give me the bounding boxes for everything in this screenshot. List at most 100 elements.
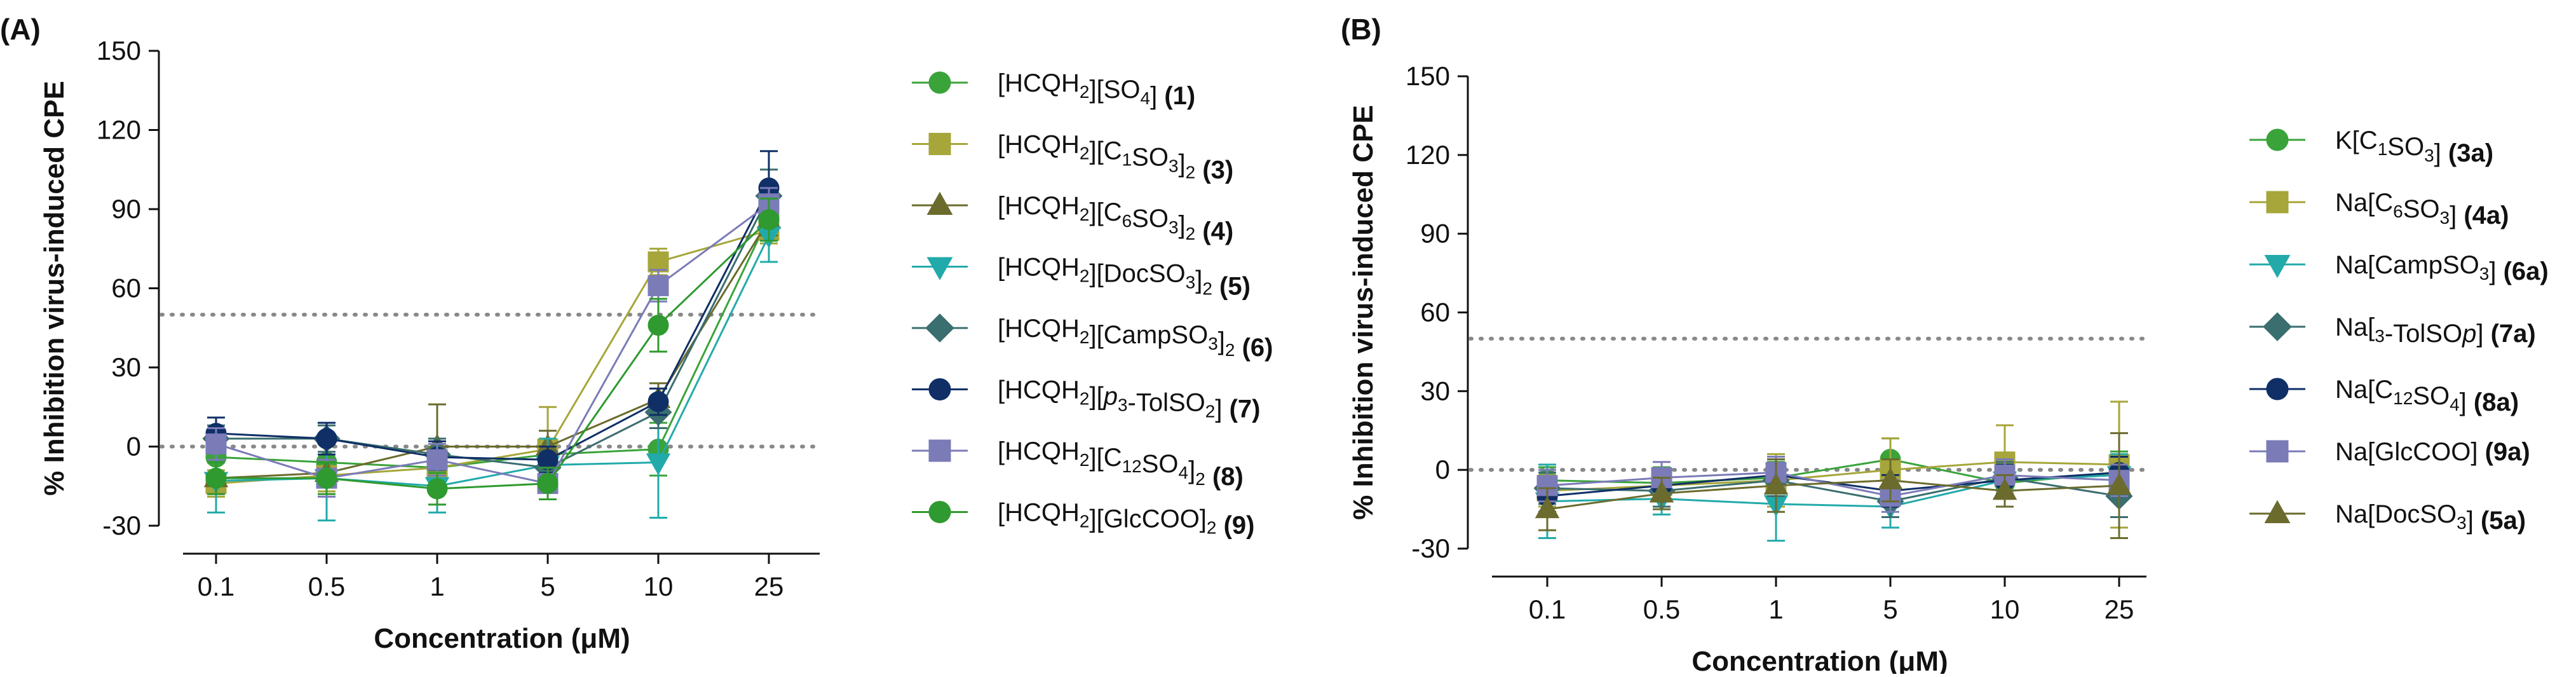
y-tick-label: -30 [102, 510, 141, 540]
legend-label-part: ][GlcCOO] [1089, 505, 1206, 533]
legend-marker [2266, 191, 2289, 214]
data-point [537, 473, 559, 495]
legend-label-part: 3 [1118, 395, 1128, 415]
legend-item-s1: [HCQH2][SO4] (1) [912, 69, 1195, 110]
legend-label-part: 3 [2424, 146, 2434, 165]
legend-label-part: SO [1132, 205, 1169, 233]
series-line [215, 188, 770, 461]
legend-label-part: (1) [1164, 82, 1195, 110]
legend-label: Na[C6SO3] (4a) [2335, 189, 2509, 229]
y-tick-label: 30 [1420, 376, 1450, 406]
legend-label-part: ] [2476, 320, 2490, 348]
y-tick-label: -30 [1411, 533, 1450, 563]
legend-label-part: SO [2387, 133, 2424, 161]
legend-label-part: 1 [2378, 139, 2388, 159]
y-tick-label: 0 [126, 432, 141, 462]
series-s9 [205, 197, 780, 506]
legend-label-part: 12 [1122, 456, 1142, 476]
legend-item-b4a: Na[C6SO3] (4a) [2249, 189, 2509, 229]
legend-label-part: 4 [1141, 88, 1151, 108]
legend-label-part: (5) [1212, 273, 1251, 301]
legend-label-part: 2 [1080, 205, 1090, 224]
legend-label-part: ][C [1089, 198, 1122, 226]
x-tick-label: 25 [754, 571, 784, 601]
series-b6a [1535, 453, 2132, 542]
data-point [205, 467, 227, 489]
legend-marker [2264, 500, 2291, 523]
x-tick-label: 0.5 [1643, 594, 1680, 624]
x-tick-label: 10 [644, 571, 674, 601]
x-tick-label: 1 [430, 571, 444, 601]
legend-label-part: 2 [1202, 279, 1212, 299]
legend: [HCQH2][SO4] (1)[HCQH2][C1SO3]2 (3)[HCQH… [912, 69, 1273, 540]
legend-label-part: ] [1150, 82, 1164, 110]
x-tick-label: 5 [1883, 594, 1897, 624]
data-point [1649, 481, 1674, 503]
data-point [1992, 477, 2017, 500]
legend-item-s4: [HCQH2][C6SO3]2 (4) [912, 191, 1233, 245]
legend-label-part: Na[GlcCOO] [2335, 438, 2485, 466]
legend-label-part: 2 [1080, 450, 1090, 470]
series-s4 [203, 203, 782, 495]
legend-label-part: Na[C [2335, 376, 2393, 404]
chart-panel-a: (A) -30 0 30 60 90 120 150 0.1 0.5 1 5 10 25 Concentra… [0, 13, 1273, 654]
legend-label-part: 3 [1208, 334, 1218, 353]
data-point [647, 391, 669, 413]
legend-label-part: 2 [1080, 144, 1090, 163]
legend-label-part: (3) [1195, 156, 1233, 184]
legend-marker [928, 439, 951, 462]
legend-marker [928, 71, 951, 94]
legend-label-part: 2 [1080, 389, 1090, 409]
legend-label-part: ] [2434, 139, 2448, 167]
legend-label-part: [HCQH [998, 254, 1080, 282]
legend-marker [2266, 378, 2289, 400]
legend-label-part: ] [1195, 266, 1202, 294]
x-tick-label: 0.1 [198, 571, 234, 601]
legend-label-part: SO [2413, 382, 2450, 410]
series-line [1547, 479, 2120, 510]
legend-label-part: [HCQH [998, 69, 1080, 97]
legend-item-s5: [HCQH2][DocSO3]2 (5) [912, 254, 1251, 301]
legend-label-part: SO [2403, 195, 2440, 223]
y-tick-label: 30 [111, 352, 141, 382]
legend-label-part: (8a) [2474, 388, 2519, 416]
data-point [1763, 472, 1789, 495]
legend-item-b8a: Na[C12SO4] (8a) [2249, 376, 2519, 416]
legend-label-part: 3 [1169, 217, 1179, 237]
y-tick-label: 90 [1420, 219, 1450, 249]
x-tick-label: 5 [540, 571, 555, 601]
legend-label-part: [HCQH [998, 315, 1080, 343]
y-tick-label: 0 [1435, 455, 1450, 484]
x-tick-label: 0.1 [1529, 594, 1566, 624]
legend-label: Na[CampSO3] (6a) [2335, 251, 2549, 285]
legend-label: Na[C12SO4] (8a) [2335, 376, 2519, 416]
legend-label-part: (5a) [2481, 507, 2526, 535]
legend-label-part: -TolSO [2385, 320, 2462, 348]
series-line [1547, 471, 2120, 497]
legend-label-part: 4 [2450, 395, 2460, 414]
legend-label-part: Na[ [2335, 313, 2375, 341]
x-tick-label: 1 [1768, 594, 1783, 624]
legend-label-part: 2 [1186, 224, 1196, 243]
legend-marker [926, 257, 953, 280]
y-tick-label: 60 [1420, 297, 1450, 327]
legend-label: [HCQH2][GlcCOO]2 (9) [998, 499, 1255, 540]
x-tick-label: 0.5 [308, 571, 345, 601]
legend-item-b9a: Na[GlcCOO] (9a) [2249, 438, 2530, 466]
y-tick-label: 60 [111, 273, 141, 303]
y-tick-label: 90 [111, 194, 141, 224]
legend-label-part: [HCQH [998, 499, 1080, 527]
legend-marker [2263, 312, 2292, 341]
legend-label-part: [HCQH [998, 376, 1080, 404]
data-point [426, 478, 448, 500]
legend-marker [928, 378, 951, 400]
data-point [646, 453, 671, 475]
series-line [215, 235, 770, 488]
chart-panel-b: (B) -30 0 30 60 90 120 150 0.1 0.5 1 5 10 25 Concentra… [1341, 13, 2549, 677]
legend-label-part: 2 [1080, 327, 1090, 347]
legend-label-part: 3 [2479, 264, 2490, 284]
legend-label-part: 3 [1169, 156, 1179, 176]
legend-label: [HCQH2][C12SO4]2 (8) [998, 437, 1244, 491]
legend-label-part: 2 [1186, 163, 1196, 182]
